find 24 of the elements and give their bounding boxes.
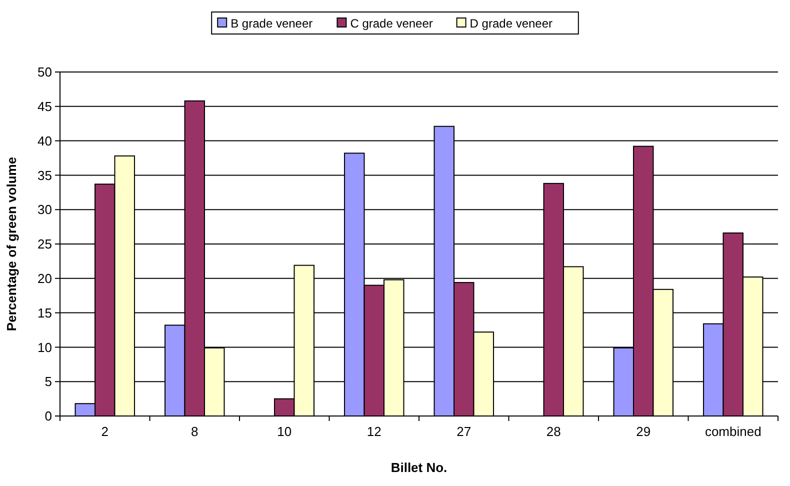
x-tick-label: 12 bbox=[366, 424, 382, 439]
x-axis-title: Billet No. bbox=[390, 460, 448, 475]
legend-label: C grade veneer bbox=[350, 16, 433, 30]
y-tick-label: 30 bbox=[38, 202, 52, 218]
legend-label: D grade veneer bbox=[470, 16, 553, 30]
x-tick-label: 27 bbox=[456, 424, 472, 439]
y-axis-title: Percentage of green volume bbox=[4, 156, 19, 332]
y-tick-label: 15 bbox=[38, 305, 52, 320]
y-tick-label: 50 bbox=[38, 64, 52, 80]
x-tick-label: combined bbox=[704, 424, 762, 439]
x-tick-label: 10 bbox=[277, 424, 292, 439]
x-tick-label: 28 bbox=[546, 424, 561, 439]
x-tick-label: 29 bbox=[636, 424, 651, 439]
x-tick-label: 8 bbox=[191, 424, 198, 439]
y-tick-label: 35 bbox=[38, 168, 52, 183]
y-tick-label: 5 bbox=[44, 374, 52, 390]
legend-label: B grade veneer bbox=[230, 16, 313, 30]
y-tick-label: 20 bbox=[38, 270, 52, 286]
y-tick-label: 40 bbox=[38, 133, 52, 148]
y-tick-label: 25 bbox=[38, 236, 52, 252]
y-tick-label: 10 bbox=[38, 340, 52, 355]
y-tick-label: 45 bbox=[38, 98, 52, 114]
y-tick-label: 0 bbox=[44, 408, 52, 424]
x-tick-label: 2 bbox=[101, 424, 108, 439]
